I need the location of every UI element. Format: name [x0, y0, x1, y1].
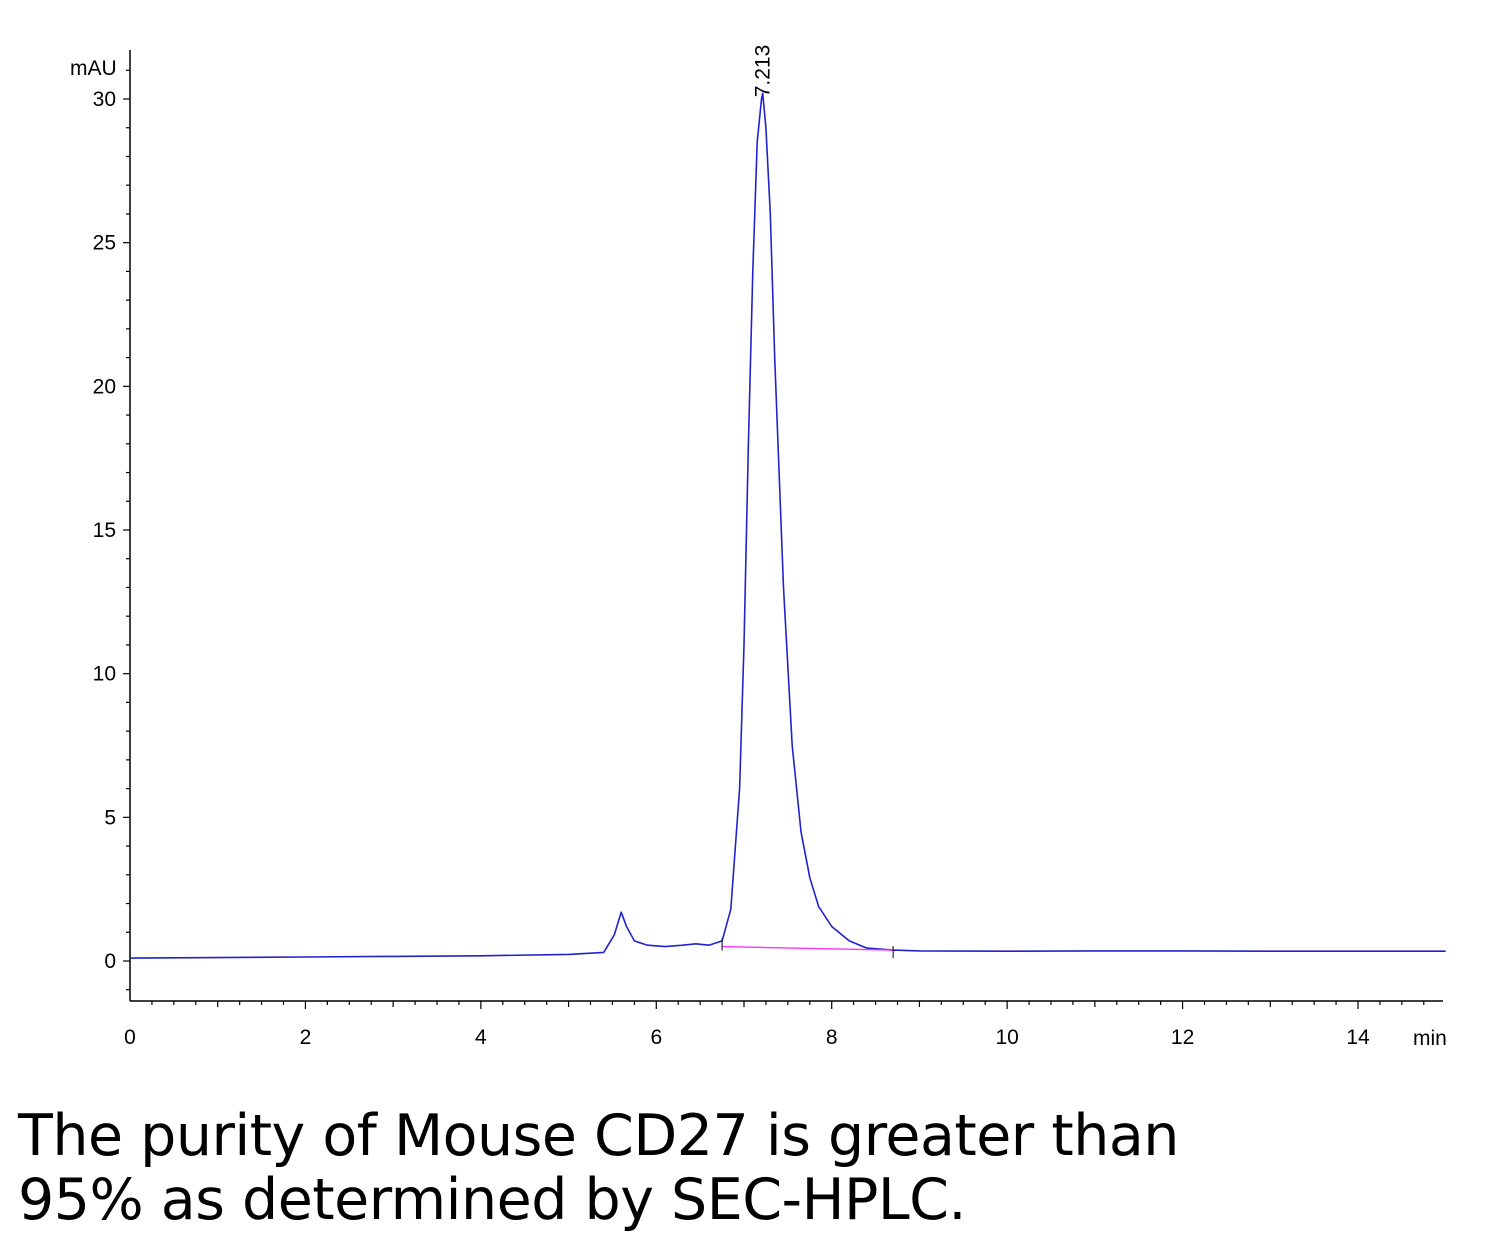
- x-axis-label: min: [1413, 1027, 1447, 1050]
- y-tick-label: 0: [104, 950, 116, 973]
- y-tick-label: 15: [93, 519, 116, 542]
- y-tick-label: 30: [93, 88, 116, 111]
- x-tick-label: 12: [1171, 1026, 1194, 1049]
- x-tick-label: 4: [475, 1026, 487, 1049]
- x-tick-label: 10: [995, 1026, 1018, 1049]
- y-tick-label: 5: [104, 806, 116, 829]
- chart-axes: [129, 50, 1443, 1002]
- chromatogram-trace: [129, 92, 1446, 959]
- y-tick-label: 20: [93, 375, 116, 398]
- caption-line-2: 95% as determined by SEC-HPLC.: [18, 1167, 967, 1233]
- baseline-trace: [722, 945, 894, 951]
- x-axis-ticks: 0 2 4 6 8 10 12 14: [124, 1001, 1425, 1049]
- y-tick-label: 10: [93, 663, 116, 686]
- x-tick-label: 6: [650, 1026, 662, 1049]
- x-tick-label: 14: [1346, 1026, 1370, 1049]
- x-tick-label: 0: [124, 1026, 136, 1049]
- y-axis-ticks: 0 5 10 15 20 25 30: [93, 69, 130, 991]
- caption-line-1: The purity of Mouse CD27 is greater than: [18, 1103, 1179, 1169]
- peak-retention-label: 7.213: [752, 45, 775, 98]
- y-axis-label: mAU: [70, 57, 117, 80]
- caption: The purity of Mouse CD27 is greater than…: [18, 1104, 1418, 1232]
- chart-series: [129, 92, 1446, 959]
- chromatogram-chart: 0 5 10 15 20 25 30 0 2 4 6 8 10 12 14 mAU min 7.213: [70, 45, 1447, 1050]
- peak-annotations: 7.213: [752, 45, 775, 98]
- y-tick-label: 25: [93, 232, 116, 255]
- x-tick-label: 2: [300, 1026, 312, 1049]
- x-tick-label: 8: [826, 1026, 838, 1049]
